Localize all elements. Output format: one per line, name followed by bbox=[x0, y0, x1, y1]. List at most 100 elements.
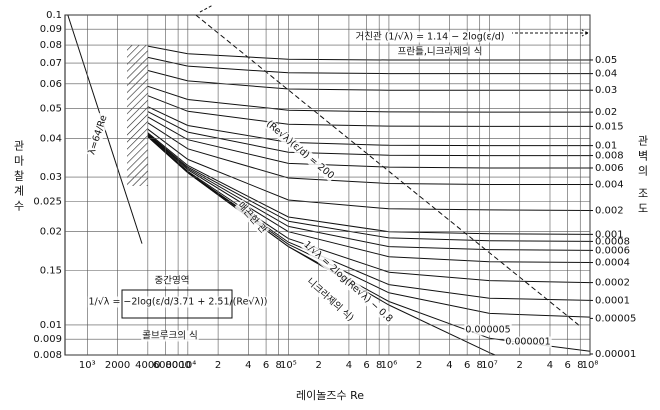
x-tick-label: 6 bbox=[263, 360, 269, 371]
annotation-bg bbox=[87, 296, 269, 308]
y-tick-label: 0.09 bbox=[40, 24, 62, 35]
y2-tick-label: 0.00001 bbox=[595, 349, 636, 360]
annotation: 콜브루크의 식 bbox=[142, 331, 197, 342]
annotation: 0.000005 bbox=[465, 325, 510, 336]
y-axis-label: 관마찰계수 bbox=[12, 140, 25, 215]
friction-curve bbox=[147, 135, 590, 284]
y-tick-label: 0.04 bbox=[40, 133, 62, 144]
y2-tick-label: 0.00005 bbox=[595, 313, 636, 324]
x-tick-label: 4 bbox=[446, 360, 452, 371]
annotation-bg bbox=[396, 45, 484, 58]
x-tick-label: 8000 bbox=[165, 360, 190, 371]
friction-curve bbox=[147, 111, 590, 157]
x-tick-label: 10⁸ bbox=[582, 360, 599, 371]
friction-curve bbox=[147, 132, 590, 235]
x-tick-label: 6 bbox=[363, 360, 369, 371]
annotation-bg bbox=[354, 31, 506, 43]
y-tick-label: 0.08 bbox=[40, 40, 62, 51]
annotation-bg bbox=[86, 112, 110, 158]
x-tick-label: 6000 bbox=[153, 360, 178, 371]
annotation-bg bbox=[153, 275, 191, 287]
y2-tick-label: 0.001 bbox=[595, 229, 624, 240]
annotation-arrow bbox=[512, 29, 589, 37]
friction-curve bbox=[147, 56, 590, 75]
annotation: λ=64/Re bbox=[86, 114, 109, 156]
x-tick-label: 2 bbox=[215, 360, 221, 371]
y2-axis-label: 관벽의 조도 bbox=[636, 135, 649, 218]
friction-curve bbox=[147, 135, 590, 301]
annotation-bg bbox=[263, 117, 337, 183]
friction-curve bbox=[147, 136, 590, 352]
y-tick-label: 0.008 bbox=[33, 350, 62, 361]
annotation: 0.000001 bbox=[505, 337, 550, 348]
y2-tick-label: 0.02 bbox=[595, 107, 617, 118]
y-tick-label: 0.01 bbox=[40, 320, 62, 331]
x-axis-label: 레이놀즈수 Re bbox=[296, 389, 364, 402]
x-tick-label: 10⁶ bbox=[381, 360, 398, 371]
annotation: 프란틀,니크라제의 식 bbox=[398, 46, 483, 58]
y-tick-label: 0.1 bbox=[46, 10, 62, 21]
friction-curve bbox=[147, 85, 590, 113]
y2-tick-label: 0.006 bbox=[595, 163, 624, 174]
y-tick-label: 0.05 bbox=[40, 103, 62, 114]
y-tick-label: 0.15 bbox=[40, 265, 62, 276]
annotation-bg bbox=[504, 336, 552, 348]
x-tick-label: 2 bbox=[315, 360, 321, 371]
annotation: 중간영역 bbox=[155, 276, 190, 287]
y2-tick-label: 0.004 bbox=[595, 179, 624, 190]
annotation-bg bbox=[300, 238, 396, 326]
x-tick-label: 6 bbox=[565, 360, 571, 371]
friction-curve bbox=[147, 134, 590, 263]
y-tick-label: 0.06 bbox=[40, 79, 62, 90]
y2-tick-label: 0.002 bbox=[595, 206, 624, 217]
annotation-bg bbox=[141, 330, 199, 342]
friction-curve bbox=[147, 128, 590, 211]
annotation-arrow bbox=[199, 4, 214, 13]
y2-tick-label: 0.015 bbox=[595, 121, 624, 132]
x-tick-label: 6 bbox=[464, 360, 470, 371]
annotation-bg bbox=[234, 199, 270, 237]
annotation: 거친관 (1/√λ) = 1.14 − 2log(ε/d) bbox=[355, 32, 504, 43]
x-tick-label: 4 bbox=[346, 360, 352, 371]
x-tick-label: 8 bbox=[376, 360, 382, 371]
y2-tick-label: 0.01 bbox=[595, 141, 617, 152]
y2-tick-label: 0.0002 bbox=[595, 278, 630, 289]
friction-curve bbox=[147, 70, 590, 91]
transition-hatch bbox=[127, 45, 148, 186]
y-tick-label: 0.07 bbox=[40, 58, 62, 69]
y2-tick-label: 0.0008 bbox=[595, 236, 630, 247]
annotation: 1/√λ = −2log(ε/d/3.71 + 2.51/(Re√λ)) bbox=[89, 297, 268, 308]
y2-tick-label: 0.0006 bbox=[595, 245, 630, 256]
x-tick-label: 10³ bbox=[79, 360, 96, 371]
y2-tick-label: 0.03 bbox=[595, 85, 617, 96]
y2-tick-label: 0.008 bbox=[595, 151, 624, 162]
x-tick-label: 8 bbox=[477, 360, 483, 371]
plot-area bbox=[67, 15, 590, 355]
annotation: (Re√λ)(ε/d) = 200 bbox=[264, 118, 336, 181]
y2-tick-label: 0.04 bbox=[595, 69, 617, 80]
y-tick-label: 0.03 bbox=[40, 172, 62, 183]
friction-curve bbox=[147, 134, 590, 251]
annotation-bg bbox=[464, 324, 512, 336]
x-tick-label: 4000 bbox=[135, 360, 160, 371]
x-tick-label: 10⁷ bbox=[481, 360, 498, 371]
x-tick-label: 2 bbox=[416, 360, 422, 371]
x-tick-label: 8 bbox=[275, 360, 281, 371]
x-tick-label: 8 bbox=[577, 360, 583, 371]
x-tick-label: 2000 bbox=[105, 360, 130, 371]
y2-tick-label: 0.0001 bbox=[595, 295, 630, 306]
y2-tick-label: 0.05 bbox=[595, 55, 617, 66]
x-tick-label: 4 bbox=[245, 360, 251, 371]
rough-limit-line bbox=[195, 15, 581, 327]
y-tick-label: 0.02 bbox=[40, 227, 62, 238]
x-tick-label: 10⁴ bbox=[179, 360, 196, 371]
friction-curve bbox=[147, 122, 590, 185]
x-tick-label: 10⁵ bbox=[280, 360, 297, 371]
friction-curve bbox=[147, 106, 590, 147]
y-tick-label: 0.009 bbox=[33, 334, 62, 345]
annotation-bg bbox=[303, 275, 357, 325]
x-tick-label: 2 bbox=[517, 360, 523, 371]
friction-curve bbox=[147, 133, 590, 242]
y2-tick-label: 0.0004 bbox=[595, 258, 630, 269]
